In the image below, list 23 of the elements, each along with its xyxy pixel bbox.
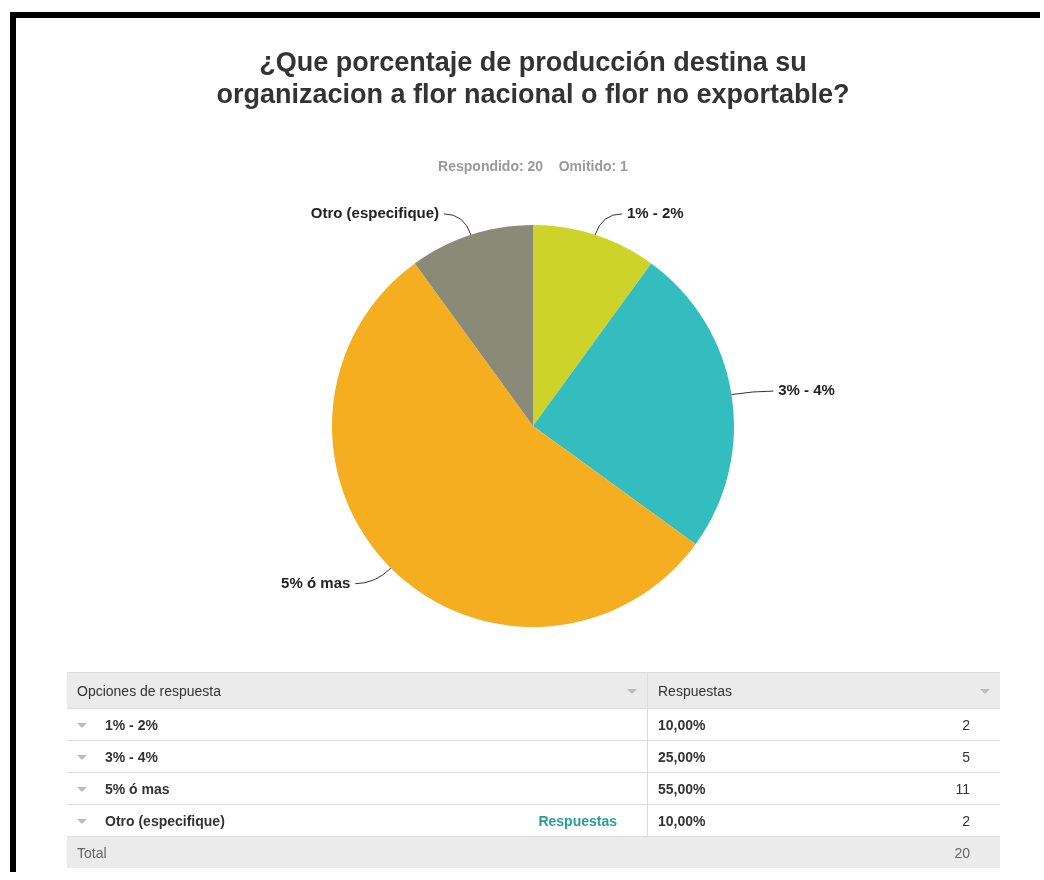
category-label: 5% ó mas [105,780,170,797]
category-label: 3% - 4% [105,748,158,765]
text: 2 [962,716,970,733]
text: 10,00% [658,812,706,829]
category-label: Otro (especifique) [105,812,225,829]
slice-label: Otro (especifique) [310,204,440,222]
text: 5 [962,748,970,765]
text: 20 [954,844,970,861]
text: 11 [955,780,970,797]
text: Total [67,836,648,868]
text: Respuestas [647,672,1000,709]
text: 25,00% [658,748,706,765]
chart-title: ¿Que porcentaje de producción destina su organizacion a flor nacional o flor no exportable? [215,46,851,110]
slice-label: 5% ó mas [281,573,351,591]
text: Opciones de respuesta [67,672,648,709]
slice-label: 1% - 2% [626,204,684,222]
slice-label: 3% - 4% [778,381,835,399]
text: 10,00% [658,716,706,733]
text: 2 [962,812,970,829]
text: 55,00% [658,780,706,797]
category-label: 1% - 2% [105,716,158,733]
text: Respuestas [538,812,617,829]
chart-subtitle: Respondido: 20 Omitido: 1 [437,158,629,174]
